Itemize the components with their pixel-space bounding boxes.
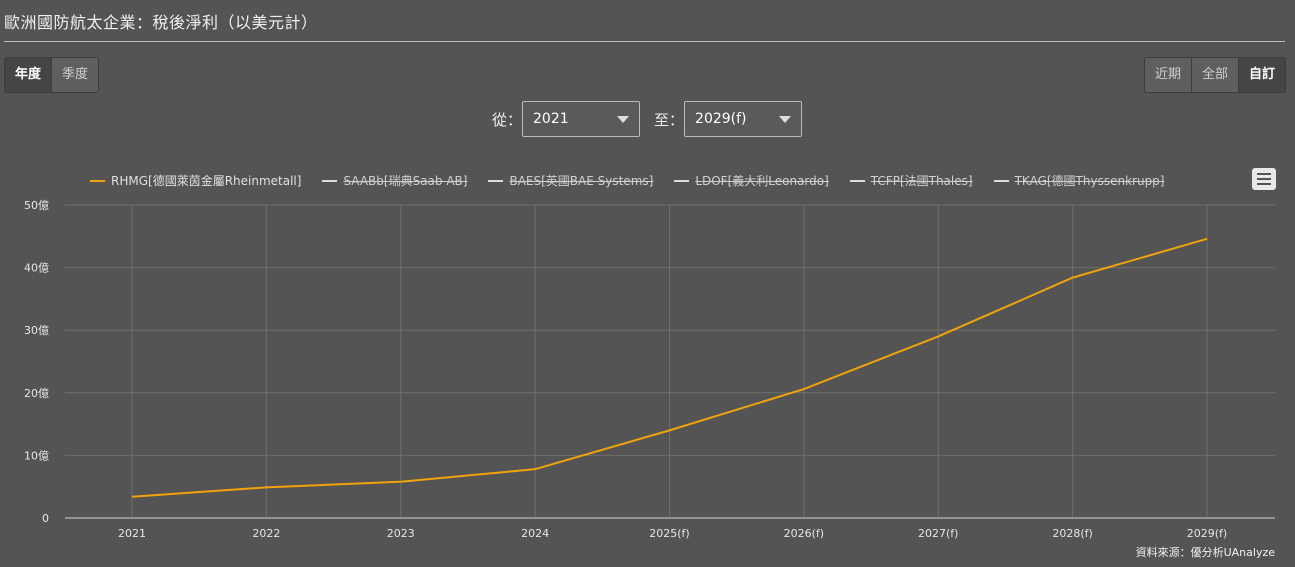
chart-menu-icon[interactable] (1252, 168, 1276, 190)
range-toggle: 近期 全部 自訂 (1143, 57, 1286, 93)
legend-item-tcfp[interactable]: TCFP[法國Thales] (849, 172, 973, 189)
all-button[interactable]: 全部 (1191, 58, 1239, 92)
quarterly-button[interactable]: 季度 (52, 58, 99, 92)
legend-swatch (90, 179, 105, 182)
legend-label: TKAG[德國Thyssenkrupp] (1014, 174, 1165, 188)
from-value: 2021 (533, 111, 569, 127)
legend-item-saab[interactable]: SAABb[瑞典Saab AB] (322, 172, 467, 189)
custom-button[interactable]: 自訂 (1238, 58, 1285, 92)
chart-title: 歐洲國防航太企業：稅後淨利（以美元計） (4, 13, 318, 32)
x-tick-label: 2028(f) (1052, 527, 1092, 540)
x-tick-label: 2022 (252, 527, 280, 540)
legend-label: SAABb[瑞典Saab AB] (343, 174, 468, 188)
legend-label: LDOF[義大利Leonardo] (695, 174, 829, 188)
legend-swatch (849, 179, 865, 182)
x-tick-label: 2023 (387, 527, 415, 540)
chevron-down-icon (779, 115, 792, 123)
x-tick-label: 2025(f) (649, 527, 689, 540)
y-tick-label: 20億 (24, 387, 49, 400)
x-tick-label: 2027(f) (918, 527, 958, 540)
series-line-rhmg (131, 237, 1208, 498)
to-select[interactable]: 2029(f) (684, 101, 803, 137)
data-source: 資料來源：優分析UAnalyze (1135, 546, 1275, 559)
legend-label: TCFP[法國Thales] (870, 174, 973, 188)
annual-button[interactable]: 年度 (5, 58, 53, 92)
legend-swatch (993, 179, 1009, 182)
to-value: 2029(f) (695, 111, 747, 127)
period-toggle: 年度 季度 (4, 57, 100, 93)
legend-label: RHMG[德國萊茵金屬Rheinmetall] (111, 174, 302, 188)
y-tick-label: 0 (42, 512, 49, 525)
y-tick-label: 50億 (24, 199, 49, 212)
y-tick-label: 30億 (24, 324, 49, 337)
from-select[interactable]: 2021 (522, 101, 641, 137)
y-tick-label: 10億 (24, 449, 49, 462)
recent-button[interactable]: 近期 (1144, 58, 1192, 92)
x-tick-label: 2024 (521, 527, 549, 540)
y-tick-label: 40億 (24, 262, 49, 275)
legend-item-ldof[interactable]: LDOF[義大利Leonardo] (674, 172, 829, 189)
chevron-down-icon (617, 115, 630, 123)
legend-swatch (488, 179, 504, 182)
legend-item-rhmg[interactable]: RHMG[德國萊茵金屬Rheinmetall] (90, 172, 301, 189)
x-tick-label: 2026(f) (784, 527, 824, 540)
x-tick-label: 2021 (118, 527, 146, 540)
x-tick-label: 2029(f) (1187, 527, 1227, 540)
range-selector: 從： 2021 至： 2029(f) (492, 101, 803, 137)
legend-swatch (674, 179, 690, 182)
legend-item-tkag[interactable]: TKAG[德國Thyssenkrupp] (993, 172, 1165, 189)
legend-item-baes[interactable]: BAES[英國BAE Systems] (488, 172, 653, 189)
legend-swatch (322, 179, 338, 182)
chart-legend: RHMG[德國萊茵金屬Rheinmetall] SAABb[瑞典Saab AB]… (90, 172, 1185, 189)
to-label: 至： (654, 110, 685, 129)
legend-label: BAES[英國BAE Systems] (509, 174, 654, 188)
from-label: 從： (492, 110, 523, 129)
title-divider (4, 41, 1285, 42)
